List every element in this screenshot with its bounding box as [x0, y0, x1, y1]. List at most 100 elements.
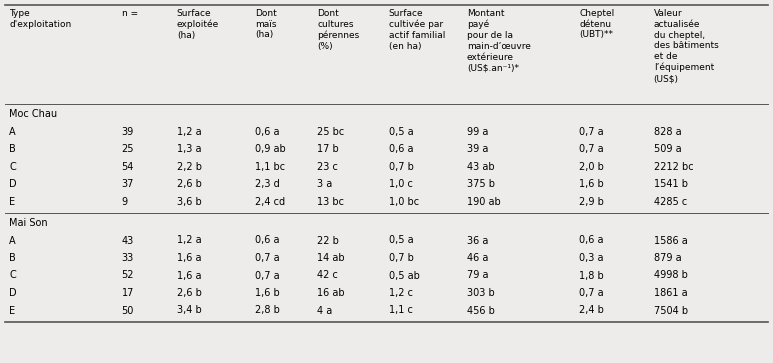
- Text: 0,6 a: 0,6 a: [255, 236, 280, 245]
- Text: 1,6 a: 1,6 a: [177, 270, 201, 281]
- Text: 1,8 b: 1,8 b: [579, 270, 604, 281]
- Text: 0,6 a: 0,6 a: [255, 126, 280, 136]
- Text: C: C: [9, 270, 15, 281]
- Text: 42 c: 42 c: [317, 270, 338, 281]
- Text: Cheptel
détenu
(UBT)**: Cheptel détenu (UBT)**: [579, 9, 615, 40]
- Text: 17 b: 17 b: [317, 144, 339, 154]
- Text: 2,8 b: 2,8 b: [255, 306, 280, 315]
- Text: 99 a: 99 a: [467, 126, 489, 136]
- Text: 1541 b: 1541 b: [654, 179, 688, 189]
- Text: B: B: [9, 144, 15, 154]
- Text: 9: 9: [121, 196, 128, 207]
- Text: 0,9 ab: 0,9 ab: [255, 144, 286, 154]
- Text: A: A: [9, 236, 15, 245]
- Text: 36 a: 36 a: [467, 236, 489, 245]
- Text: 37: 37: [121, 179, 134, 189]
- Text: 190 ab: 190 ab: [467, 196, 501, 207]
- Text: 0,5 ab: 0,5 ab: [389, 270, 420, 281]
- Text: 1,1 c: 1,1 c: [389, 306, 413, 315]
- Text: 1,3 a: 1,3 a: [177, 144, 201, 154]
- Text: 0,3 a: 0,3 a: [579, 253, 604, 263]
- Text: Montant
payé
pour de la
main-d’œuvre
extérieure
(US$.an⁻¹)*: Montant payé pour de la main-d’œuvre ext…: [467, 9, 531, 72]
- Text: 39: 39: [121, 126, 134, 136]
- Text: Mai Son: Mai Son: [9, 218, 48, 228]
- Text: B: B: [9, 253, 15, 263]
- Text: 0,7 a: 0,7 a: [255, 270, 280, 281]
- Text: 3 a: 3 a: [317, 179, 332, 189]
- Text: 1,0 c: 1,0 c: [389, 179, 413, 189]
- Text: 33: 33: [121, 253, 134, 263]
- Text: 4998 b: 4998 b: [654, 270, 688, 281]
- Text: 3,6 b: 3,6 b: [177, 196, 202, 207]
- Text: 2,4 cd: 2,4 cd: [255, 196, 285, 207]
- Text: 0,6 a: 0,6 a: [389, 144, 413, 154]
- Text: 0,6 a: 0,6 a: [579, 236, 604, 245]
- Text: 1,6 b: 1,6 b: [255, 288, 280, 298]
- Text: 52: 52: [121, 270, 134, 281]
- Text: 2212 bc: 2212 bc: [654, 162, 693, 171]
- Text: 0,7 b: 0,7 b: [389, 162, 414, 171]
- Text: 3,4 b: 3,4 b: [177, 306, 202, 315]
- Text: 16 ab: 16 ab: [317, 288, 345, 298]
- Text: 2,0 b: 2,0 b: [579, 162, 604, 171]
- Text: 2,4 b: 2,4 b: [579, 306, 604, 315]
- Text: 25: 25: [121, 144, 134, 154]
- Text: 2,3 d: 2,3 d: [255, 179, 280, 189]
- Text: 0,7 a: 0,7 a: [579, 126, 604, 136]
- Text: 22 b: 22 b: [317, 236, 339, 245]
- Text: 4 a: 4 a: [317, 306, 332, 315]
- Text: 1,1 bc: 1,1 bc: [255, 162, 285, 171]
- Text: 0,7 a: 0,7 a: [255, 253, 280, 263]
- Text: 54: 54: [121, 162, 134, 171]
- Text: 13 bc: 13 bc: [317, 196, 344, 207]
- Text: 1,2 c: 1,2 c: [389, 288, 413, 298]
- Text: Moc Chau: Moc Chau: [9, 109, 57, 119]
- Text: 7504 b: 7504 b: [654, 306, 688, 315]
- Text: 1586 a: 1586 a: [654, 236, 687, 245]
- Text: 1,2 a: 1,2 a: [177, 236, 202, 245]
- Text: Dont
cultures
pérennes
(%): Dont cultures pérennes (%): [317, 9, 359, 51]
- Text: 0,5 a: 0,5 a: [389, 126, 414, 136]
- Text: E: E: [9, 306, 15, 315]
- Text: 0,7 a: 0,7 a: [579, 288, 604, 298]
- Text: 79 a: 79 a: [467, 270, 489, 281]
- Text: 0,7 b: 0,7 b: [389, 253, 414, 263]
- Text: Dont
maïs
(ha): Dont maïs (ha): [255, 9, 277, 40]
- Text: 2,9 b: 2,9 b: [579, 196, 604, 207]
- Text: 303 b: 303 b: [467, 288, 495, 298]
- Text: 43 ab: 43 ab: [467, 162, 495, 171]
- Text: 2,6 b: 2,6 b: [177, 288, 202, 298]
- Text: A: A: [9, 126, 15, 136]
- Text: 2,6 b: 2,6 b: [177, 179, 202, 189]
- Text: 879 a: 879 a: [654, 253, 681, 263]
- Text: 456 b: 456 b: [467, 306, 495, 315]
- Text: 1,6 b: 1,6 b: [579, 179, 604, 189]
- Text: D: D: [9, 288, 17, 298]
- Text: n =: n =: [121, 9, 138, 18]
- Text: 1,2 a: 1,2 a: [177, 126, 202, 136]
- Text: 14 ab: 14 ab: [317, 253, 345, 263]
- Text: 509 a: 509 a: [654, 144, 681, 154]
- Text: 375 b: 375 b: [467, 179, 495, 189]
- Text: Valeur
actualisée
du cheptel,
des bâtiments
et de
l’équipement
(US$): Valeur actualisée du cheptel, des bâtime…: [654, 9, 718, 83]
- Text: 828 a: 828 a: [654, 126, 681, 136]
- Text: 0,7 a: 0,7 a: [579, 144, 604, 154]
- Text: Surface
exploitée
(ha): Surface exploitée (ha): [177, 9, 219, 40]
- Text: E: E: [9, 196, 15, 207]
- Text: 39 a: 39 a: [467, 144, 489, 154]
- Text: 0,5 a: 0,5 a: [389, 236, 414, 245]
- Text: 1,0 bc: 1,0 bc: [389, 196, 419, 207]
- Text: 1861 a: 1861 a: [654, 288, 687, 298]
- Text: 23 c: 23 c: [317, 162, 338, 171]
- Text: Surface
cultivée par
actif familial
(en ha): Surface cultivée par actif familial (en …: [389, 9, 445, 51]
- Text: 1,6 a: 1,6 a: [177, 253, 201, 263]
- Text: 2,2 b: 2,2 b: [177, 162, 202, 171]
- Text: 4285 c: 4285 c: [654, 196, 687, 207]
- Text: 17: 17: [121, 288, 134, 298]
- Text: 50: 50: [121, 306, 134, 315]
- Text: Type
d'exploitation: Type d'exploitation: [9, 9, 71, 29]
- Text: 25 bc: 25 bc: [317, 126, 344, 136]
- Text: 46 a: 46 a: [467, 253, 489, 263]
- Text: 43: 43: [121, 236, 134, 245]
- Text: D: D: [9, 179, 17, 189]
